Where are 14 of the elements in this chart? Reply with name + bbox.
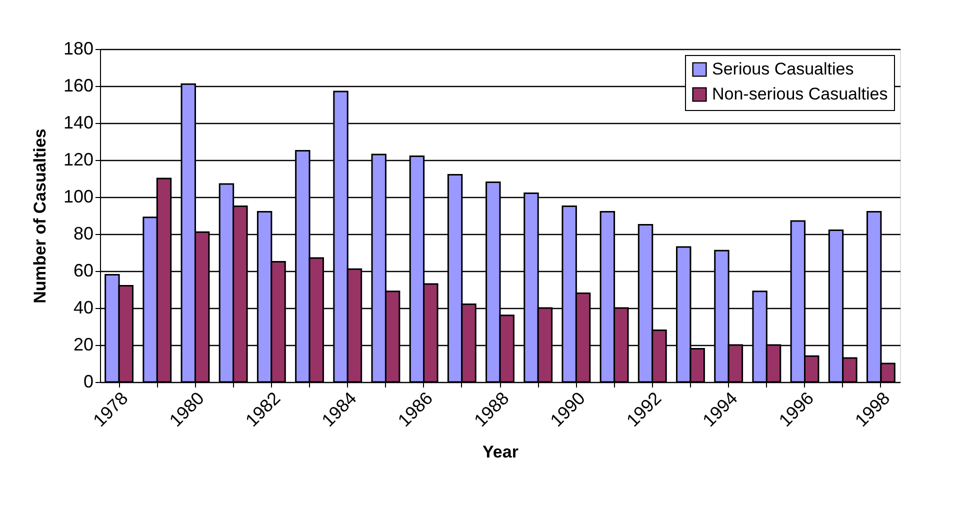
y-tick-label: 140: [63, 112, 94, 132]
y-tick-label: 80: [73, 224, 94, 244]
legend-label: Non-serious Casualties: [712, 84, 888, 104]
y-axis-title: Number of Casualties: [30, 128, 50, 304]
y-tick-label: 0: [83, 372, 94, 392]
y-tick-label: 60: [73, 260, 94, 280]
y-tick-label: 120: [63, 150, 94, 170]
legend-label: Serious Casualties: [712, 60, 854, 78]
y-tick-label: 20: [73, 334, 94, 354]
y-tick-label: 40: [73, 298, 94, 318]
x-axis-title: Year: [482, 442, 519, 462]
y-tick-label: 100: [63, 186, 94, 206]
y-tick-label: 160: [63, 76, 94, 96]
y-tick-label: 180: [63, 38, 94, 58]
